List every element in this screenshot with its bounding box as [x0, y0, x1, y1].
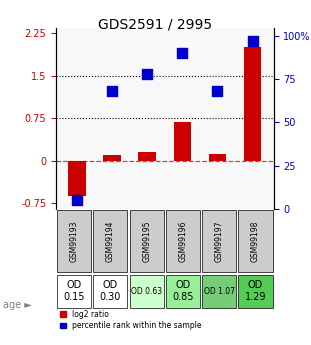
FancyBboxPatch shape [202, 275, 236, 308]
Text: OD 0.63: OD 0.63 [131, 287, 162, 296]
Text: OD 1.07: OD 1.07 [204, 287, 235, 296]
Point [110, 89, 115, 94]
Bar [244, 47, 261, 161]
Text: OD
0.30: OD 0.30 [100, 280, 121, 302]
Bar [209, 154, 226, 161]
Text: GSM99194: GSM99194 [106, 220, 115, 262]
FancyBboxPatch shape [166, 275, 200, 308]
Text: OD
0.15: OD 0.15 [63, 280, 85, 302]
FancyBboxPatch shape [57, 210, 91, 272]
Legend: log2 ratio, percentile rank within the sample: log2 ratio, percentile rank within the s… [60, 310, 202, 330]
FancyBboxPatch shape [130, 275, 164, 308]
FancyBboxPatch shape [93, 275, 128, 308]
Point [215, 89, 220, 94]
Point [180, 51, 185, 56]
Bar [138, 152, 156, 161]
Bar [103, 155, 121, 161]
FancyBboxPatch shape [130, 210, 164, 272]
Bar [174, 122, 191, 161]
Point [75, 197, 80, 203]
Text: GSM99198: GSM99198 [251, 220, 260, 262]
FancyBboxPatch shape [57, 275, 91, 308]
FancyBboxPatch shape [239, 210, 272, 272]
Point [145, 71, 150, 77]
Text: GSM99195: GSM99195 [142, 220, 151, 262]
FancyBboxPatch shape [166, 210, 200, 272]
Text: OD
0.85: OD 0.85 [172, 280, 194, 302]
Bar [68, 161, 86, 196]
FancyBboxPatch shape [202, 210, 236, 272]
Text: age ►: age ► [3, 300, 32, 310]
Text: GSM99193: GSM99193 [70, 220, 79, 262]
Text: GDS2591 / 2995: GDS2591 / 2995 [99, 17, 212, 31]
FancyBboxPatch shape [239, 275, 272, 308]
FancyBboxPatch shape [93, 210, 128, 272]
Text: GSM99196: GSM99196 [179, 220, 188, 262]
Text: OD
1.29: OD 1.29 [245, 280, 266, 302]
Text: GSM99197: GSM99197 [215, 220, 224, 262]
Point [250, 39, 255, 44]
